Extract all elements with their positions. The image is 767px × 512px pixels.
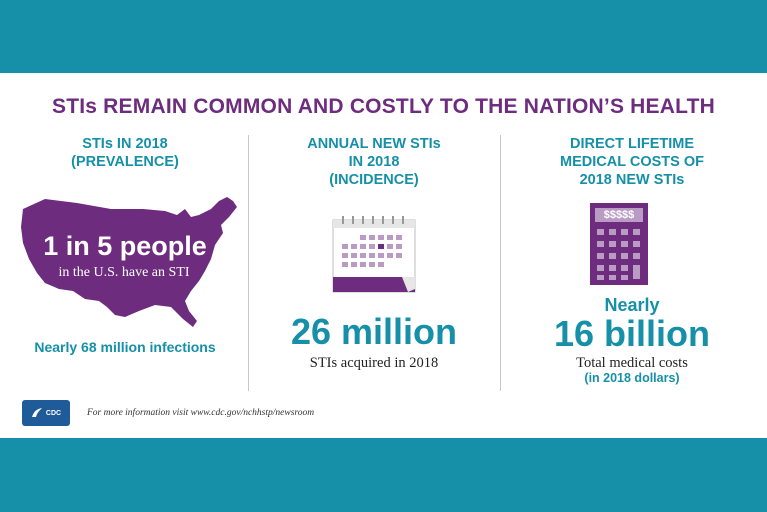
prevalence-total: Nearly 68 million infections <box>34 339 216 355</box>
calculator-display: $$$$$ <box>595 208 643 222</box>
infographic-title: STIs REMAIN COMMON AND COSTLY TO THE NAT… <box>52 95 715 118</box>
us-map-icon <box>21 197 237 327</box>
calendar-icon <box>332 216 416 293</box>
map-headline: 1 in 5 people <box>43 231 207 261</box>
incidence-caption: STIs acquired in 2018 <box>309 355 439 371</box>
calculator-keys <box>597 229 640 280</box>
costs-nearly: Nearly <box>604 295 660 315</box>
infographic-panel: STIs REMAIN COMMON AND COSTLY TO THE NAT… <box>0 73 767 438</box>
more-info-text: For more information visit www.cdc.gov/n… <box>87 408 315 418</box>
incidence-heading: ANNUAL NEW STIs IN 2018 (INCIDENCE) <box>307 136 441 188</box>
costs-figure: 16 billion <box>553 313 711 354</box>
map-subline: in the U.S. have an STI <box>58 265 190 280</box>
costs-heading: DIRECT LIFETIME MEDICAL COSTS OF 2018 NE… <box>560 136 704 188</box>
prevalence-heading: STIs IN 2018 (PREVALENCE) <box>71 136 179 170</box>
column-divider <box>248 135 249 391</box>
bottom-band <box>0 438 767 512</box>
hhs-eagle-icon <box>31 408 42 417</box>
top-band <box>0 0 767 73</box>
column-divider <box>500 135 501 391</box>
costs-caption: Total medical costs <box>576 355 688 371</box>
costs-caption-sub: (in 2018 dollars) <box>584 371 680 385</box>
calculator-icon: $$$$$ <box>590 203 648 285</box>
incidence-figure: 26 million <box>290 311 458 352</box>
cdc-logo: CDC <box>22 400 70 426</box>
